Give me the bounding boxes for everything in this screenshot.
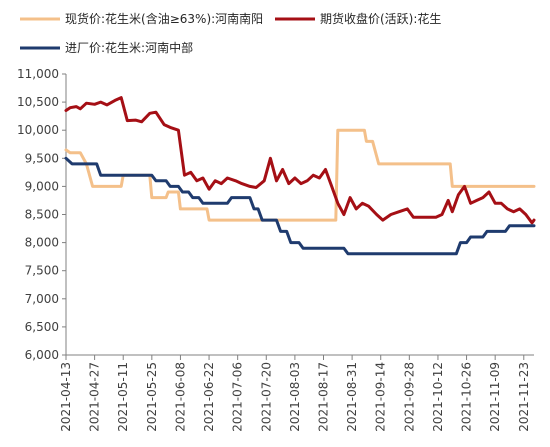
y-tick-label: 9,000 [25,179,59,193]
legend-label-1: 现货价:花生米(含油≥63%):河南南阳 [65,11,263,26]
y-tick-label: 8,500 [25,208,59,222]
x-tick-label: 2021-05-25 [145,362,159,432]
x-tick-label: 2021-05-11 [116,362,130,432]
y-tick-label: 10,500 [17,95,59,109]
x-tick-label: 2021-11-09 [488,362,502,432]
series-line-1 [64,128,536,222]
x-tick-label: 2021-08-17 [317,362,331,432]
x-tick-label: 2021-09-28 [402,362,416,432]
series-line-3 [64,156,536,256]
y-tick-label: 6,500 [25,320,59,334]
x-tick-label: 2021-10-12 [431,362,445,432]
x-axis: 2021-04-13 2021-04-27 2021-05-11 2021-05-25… [59,354,534,432]
x-tick-label: 2021-04-13 [59,362,73,432]
x-tick-label: 2021-06-08 [173,362,187,432]
y-tick-label: 7,000 [25,292,59,306]
x-tick-label: 2021-09-14 [374,362,388,432]
x-tick-label: 2021-04-27 [88,362,102,432]
legend-label-3: 进厂价:花生米:河南中部 [65,40,193,55]
series-line-2 [64,96,536,225]
x-tick-label: 2021-07-06 [231,362,245,432]
legend: 现货价:花生米(含油≥63%):河南南阳 期货收盘价(活跃):花生进厂价:花生米:… [20,11,441,55]
y-tick-label: 11,000 [17,67,59,81]
x-tick-label: 2021-06-22 [202,362,216,432]
y-tick-label: 9,500 [25,151,59,165]
x-tick-label: 2021-10-26 [460,362,474,432]
y-tick-label: 7,500 [25,264,59,278]
x-tick-label: 2021-08-31 [345,362,359,432]
x-tick-label: 2021-08-03 [288,362,302,432]
y-tick-label: 10,000 [17,123,59,137]
legend-label-2: 期货收盘价(活跃):花生 [320,11,441,26]
x-tick-label: 2021-11-23 [517,362,531,432]
y-axis: 6,000 6,500 7,000 7,500 8,000 8,500 9,000 9,500… [17,67,67,362]
y-tick-label: 6,000 [25,348,59,362]
y-tick-label: 8,000 [25,236,59,250]
plot-series [64,96,536,256]
x-tick-label: 2021-07-20 [259,362,273,432]
